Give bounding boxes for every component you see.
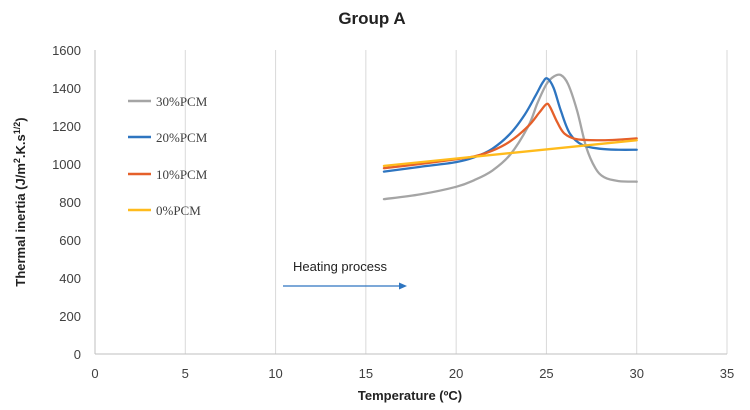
y-tick-label: 200 xyxy=(59,309,81,324)
series-lines xyxy=(382,73,638,201)
x-tick-labels: 0 5 10 15 20 25 30 35 xyxy=(91,366,734,381)
y-tick-label: 1400 xyxy=(52,81,81,96)
y-tick-labels: 0 200 400 600 800 1000 1200 1400 1600 xyxy=(52,43,81,362)
legend-label-20-pct-pcm: 20%PCM xyxy=(156,130,208,145)
x-tick-label: 5 xyxy=(182,366,189,381)
series-line-0-pct-pcm xyxy=(382,139,638,168)
x-tick-label: 25 xyxy=(539,366,553,381)
x-tick-label: 0 xyxy=(91,366,98,381)
chart-title: Group A xyxy=(338,9,405,28)
series-line-10-pct-pcm xyxy=(382,102,638,170)
x-tick-label: 15 xyxy=(359,366,373,381)
x-tick-label: 10 xyxy=(268,366,282,381)
x-tick-label: 35 xyxy=(720,366,734,381)
y-axis-title: Thermal inertia (J/m2.K.s1/2) xyxy=(12,117,28,286)
x-axis-title: Temperature (ºC) xyxy=(358,388,462,403)
y-tick-label: 400 xyxy=(59,271,81,286)
grid-lines xyxy=(184,50,728,354)
legend-label-0-pct-pcm: 0%PCM xyxy=(156,203,201,218)
y-tick-label: 1600 xyxy=(52,43,81,58)
y-tick-label: 1200 xyxy=(52,119,81,134)
axes xyxy=(94,50,727,355)
y-tick-label: 600 xyxy=(59,233,81,248)
y-tick-label: 0 xyxy=(74,347,81,362)
y-tick-label: 1000 xyxy=(52,157,81,172)
annotation-text: Heating process xyxy=(293,259,387,274)
x-tick-label: 30 xyxy=(629,366,643,381)
annotation-arrow-head-icon xyxy=(399,282,407,290)
series-line-20-pct-pcm xyxy=(382,77,638,173)
heating-annotation: Heating process xyxy=(283,259,407,290)
x-tick-label: 20 xyxy=(449,366,463,381)
legend: 30%PCM 20%PCM 10%PCM 0%PCM xyxy=(128,94,208,218)
legend-label-10-pct-pcm: 10%PCM xyxy=(156,167,208,182)
legend-label-30-pct-pcm: 30%PCM xyxy=(156,94,208,109)
series-line-30-pct-pcm xyxy=(382,73,638,201)
y-tick-label: 800 xyxy=(59,195,81,210)
